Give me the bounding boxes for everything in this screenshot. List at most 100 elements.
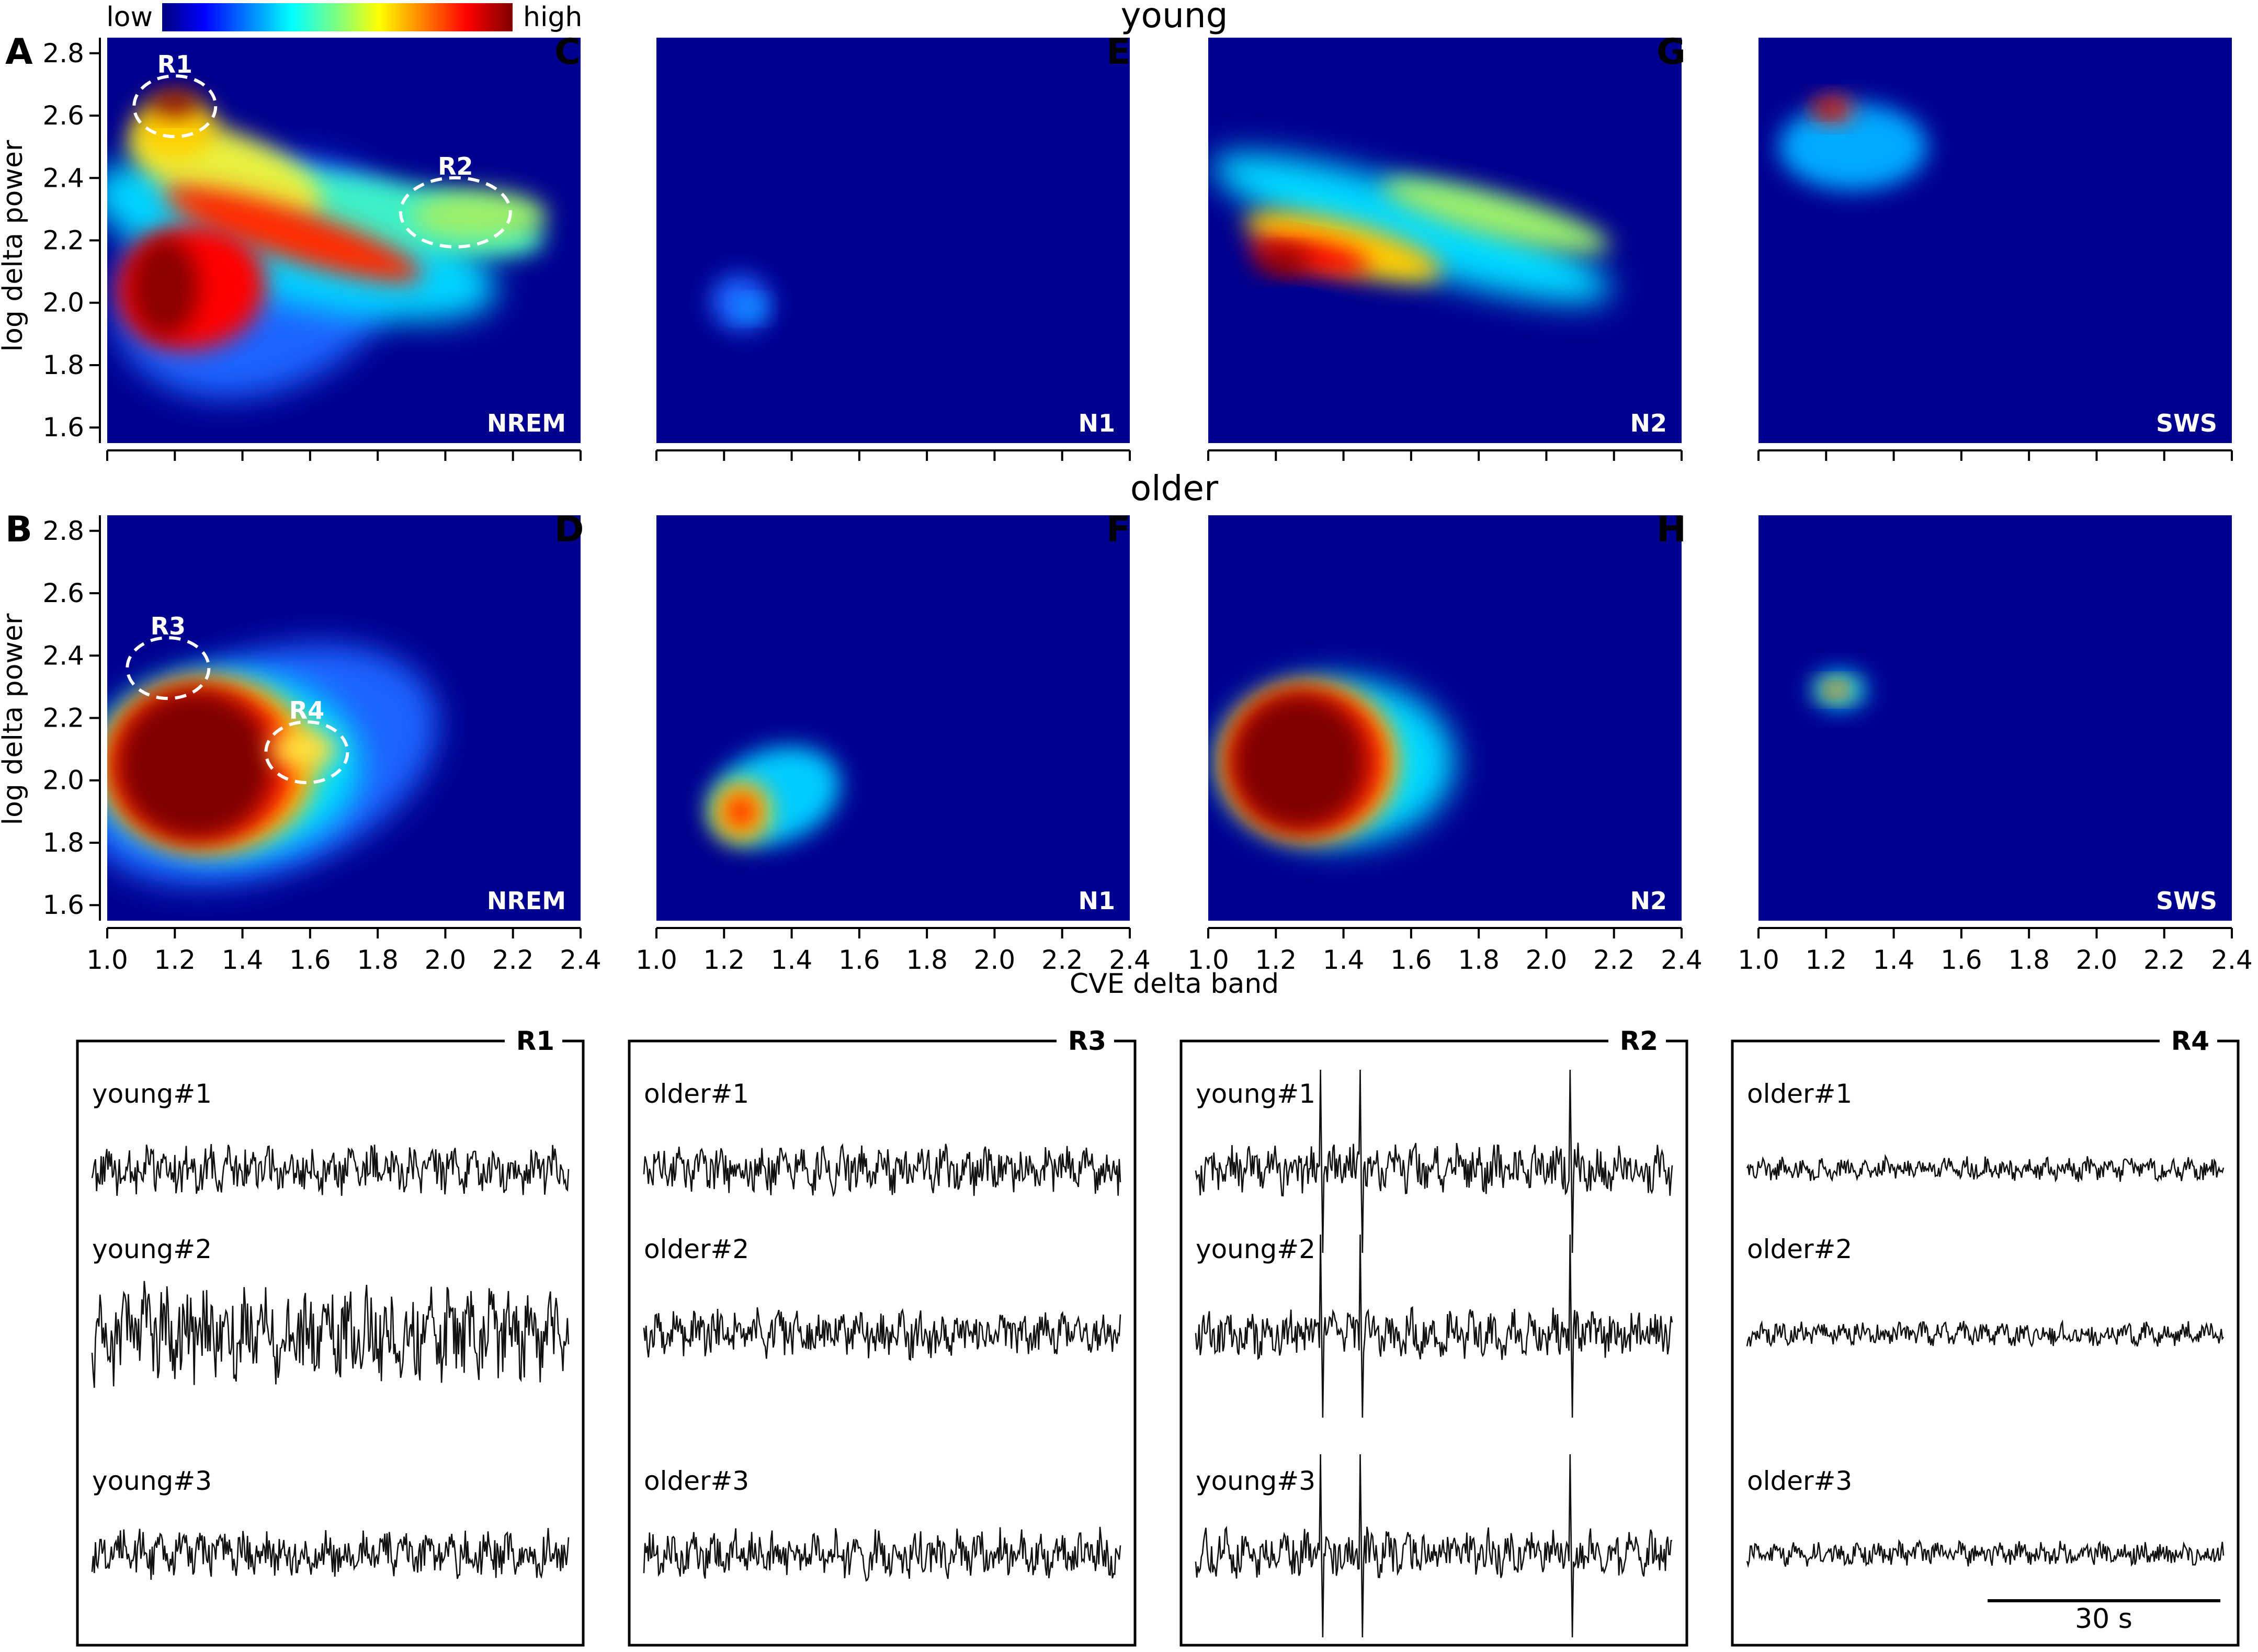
region-tag: R3 <box>1068 1026 1106 1056</box>
density-map <box>1758 38 2232 443</box>
x-tick-label: 1.8 <box>906 945 948 975</box>
density-blob <box>1778 103 1928 191</box>
y-tick-label: 2.4 <box>42 640 84 671</box>
heatmap-panel-H: H SWS 1.0 1.2 1.4 1.6 1.8 2.0 2.2 2.4 <box>1656 509 2253 975</box>
density-map <box>1208 38 1682 443</box>
y-tick-label: 2.8 <box>42 516 84 546</box>
y-tick-label: 2.6 <box>42 578 84 608</box>
eeg-trace <box>1746 1153 2225 1183</box>
trace-label: older#1 <box>644 1079 749 1109</box>
stage-label: NREM <box>487 409 566 437</box>
density-blob <box>151 90 199 116</box>
eeg-trace <box>1746 1539 2225 1568</box>
heatmap-background <box>656 515 1130 921</box>
x-tick-label: 1.0 <box>1738 945 1779 975</box>
eeg-trace <box>1746 1319 2225 1348</box>
trace-label: older#3 <box>1747 1466 1852 1496</box>
x-tick-label: 2.4 <box>560 945 602 975</box>
stage-label: N2 <box>1630 887 1667 915</box>
stage-label: N1 <box>1078 887 1115 915</box>
heatmap-panel-G: G SWS <box>1656 31 2233 461</box>
panel-letter: A <box>5 31 33 73</box>
density-map <box>107 515 581 921</box>
density-map <box>656 38 1130 443</box>
eeg-trace <box>643 1143 1121 1197</box>
region-label-R4: R4 <box>289 696 324 725</box>
region-ellipse-R4 <box>264 720 349 785</box>
heatmap-panel-F: F N2 1.0 1.2 1.4 1.6 1.8 2.0 2.2 2.4 <box>1106 509 1703 975</box>
panel-letter: G <box>1656 31 1686 73</box>
eeg-trace <box>91 1144 570 1196</box>
x-tick-label: 2.4 <box>1109 945 1151 975</box>
density-blob <box>1829 685 1843 695</box>
panel-letter: C <box>554 31 581 73</box>
eeg-trace <box>643 1307 1121 1361</box>
colorbar-gradient <box>162 3 513 31</box>
trace-panels: R1 young#1 young#2 young#3 R3 older#1 older#2 o… <box>76 1025 2240 1647</box>
density-blob <box>1381 178 1610 253</box>
density-blob <box>727 796 755 828</box>
x-tick-label: 1.2 <box>1255 945 1297 975</box>
region-label-R1: R1 <box>157 50 192 78</box>
y-tick-label: 1.6 <box>42 890 84 920</box>
x-tick-label: 1.4 <box>771 945 813 975</box>
trace-label: older#3 <box>644 1466 749 1496</box>
density-blob <box>1211 152 1611 303</box>
panel-letter: H <box>1656 509 1686 550</box>
trace-panel-frame <box>628 1039 1137 1647</box>
trace-label: older#1 <box>1747 1079 1852 1109</box>
trace-panel-frame <box>76 1039 585 1647</box>
heatmap-panels: A NREM R1 R2 1.6 1.8 2.0 2.2 2.4 2.6 2.8 C N1 E N2 G SWS… <box>5 31 2253 975</box>
density-blob <box>1250 237 1370 275</box>
x-tick-label: 2.2 <box>1593 945 1635 975</box>
colorbar: low high <box>106 2 582 33</box>
density-blob <box>1232 693 1367 831</box>
density-map <box>1208 515 1682 921</box>
stage-label: SWS <box>2156 887 2217 915</box>
density-blob <box>131 237 199 337</box>
y-tick-label: 2.0 <box>42 765 84 796</box>
region-tag-bg <box>2160 1025 2217 1054</box>
x-tick-label: 1.6 <box>289 945 331 975</box>
colorbar-low-label: low <box>106 2 153 33</box>
density-blob <box>117 689 273 840</box>
y-tick-label: 2.2 <box>42 225 84 256</box>
trace-panel-R3: R3 older#1 older#2 older#3 <box>628 1025 1137 1647</box>
density-blob <box>164 186 422 282</box>
x-tick-label: 1.0 <box>1187 945 1229 975</box>
trace-label: young#2 <box>1196 1234 1315 1264</box>
trace-label: young#1 <box>1196 1079 1315 1109</box>
y-tick-label: 2.4 <box>42 163 84 193</box>
trace-label: older#2 <box>1747 1234 1852 1264</box>
region-ellipse-R3 <box>126 636 211 700</box>
heatmap-background <box>656 38 1130 443</box>
eeg-trace <box>1195 1454 1673 1638</box>
y-tick-label: 1.8 <box>42 828 84 858</box>
stage-label: N1 <box>1078 409 1115 437</box>
density-blob <box>1245 211 1442 282</box>
trace-label: young#1 <box>92 1079 212 1109</box>
x-tick-label: 2.2 <box>1041 945 1083 975</box>
x-tick-label: 2.0 <box>2076 945 2118 975</box>
heatmap-panel-C: C N1 <box>554 31 1131 461</box>
trace-panel-frame <box>1731 1039 2240 1647</box>
y-tick-label: 2.6 <box>42 100 84 131</box>
y-tick-label: 2.8 <box>42 38 84 69</box>
trace-label: young#3 <box>1196 1466 1315 1496</box>
density-map <box>107 38 581 443</box>
x-axis-label: CVE delta band <box>1070 968 1279 1000</box>
stage-label: N2 <box>1630 409 1667 437</box>
x-tick-label: 1.6 <box>838 945 880 975</box>
region-tag-bg <box>1608 1025 1666 1054</box>
y-tick-label: 1.6 <box>42 412 84 443</box>
x-tick-label: 1.8 <box>357 945 399 975</box>
trace-label: young#2 <box>92 1234 212 1264</box>
panel-letter: F <box>1106 509 1130 550</box>
region-tag: R2 <box>1620 1026 1658 1056</box>
x-tick-label: 1.2 <box>704 945 745 975</box>
colorbar-high-label: high <box>523 2 582 33</box>
region-tag: R4 <box>2171 1026 2209 1056</box>
density-map <box>1758 515 2232 921</box>
x-tick-label: 2.0 <box>974 945 1016 975</box>
